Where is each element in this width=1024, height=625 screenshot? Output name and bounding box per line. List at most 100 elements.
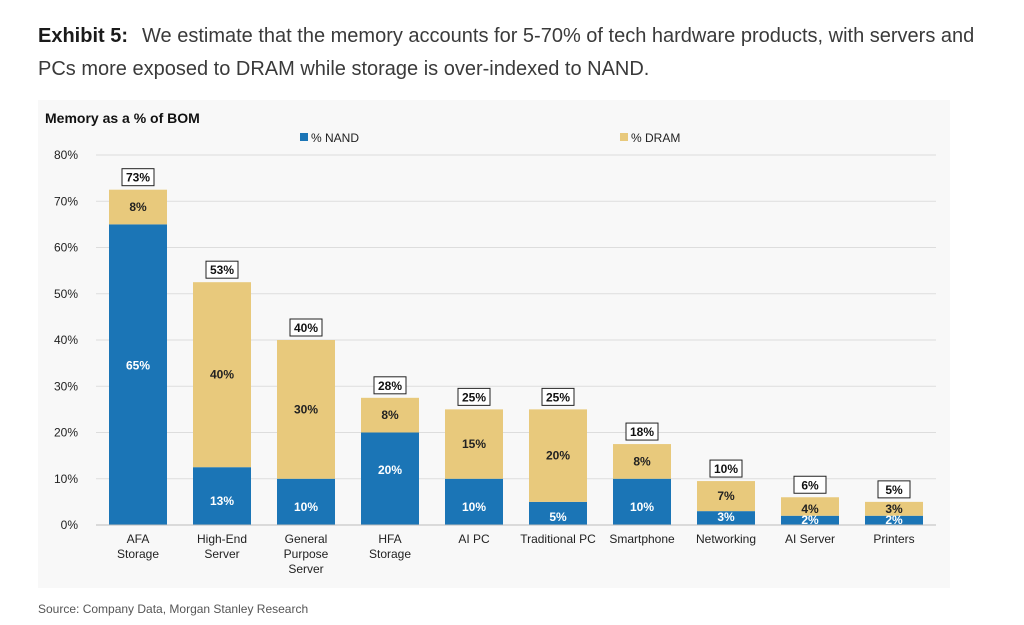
- y-tick-label-4: 40%: [54, 333, 78, 347]
- x-tick-label-3: HFA Storage: [369, 532, 411, 561]
- exhibit-text: We estimate that the memory accounts for…: [38, 25, 975, 80]
- x-tick-label-line: Traditional PC: [520, 532, 596, 546]
- data-label-dram-8: 4%: [801, 502, 819, 516]
- total-box-3: [373, 376, 407, 395]
- x-tick-label-0: AFA Storage: [117, 532, 159, 561]
- x-tick-label-1: High-End Server: [197, 532, 247, 561]
- x-tick-label-line: General: [285, 532, 328, 546]
- total-label-6: 18%: [630, 425, 654, 439]
- x-tick-label-4: AI PC: [458, 532, 490, 546]
- x-tick-label-line: Networking: [696, 532, 756, 546]
- bar-nand-4: [445, 478, 503, 525]
- bar-dram-2: [277, 340, 335, 479]
- x-tick-label-8: AI Server: [785, 532, 835, 546]
- bar-nand-2: [277, 478, 335, 525]
- x-tick-label-line: Purpose: [284, 547, 329, 561]
- y-tick-label-3: 30%: [54, 379, 78, 393]
- bar-nand-6: [613, 478, 671, 525]
- x-tick-label-7: Networking: [696, 532, 756, 546]
- legend-swatch-0: [300, 133, 308, 141]
- legend-label-1: % DRAM: [631, 131, 680, 145]
- total-box-8: [793, 475, 827, 494]
- bar-dram-7: [697, 481, 755, 512]
- total-label-9: 5%: [885, 483, 903, 497]
- data-label-dram-9: 3%: [885, 502, 903, 516]
- total-label-0: 73%: [126, 171, 150, 185]
- data-label-nand-5: 5%: [549, 510, 567, 524]
- bar-nand-8: [781, 515, 839, 525]
- data-label-dram-0: 8%: [129, 200, 147, 214]
- bar-dram-5: [529, 409, 587, 502]
- y-tick-label-5: 50%: [54, 287, 78, 301]
- data-label-dram-3: 8%: [381, 408, 399, 422]
- total-box-5: [541, 387, 575, 406]
- bar-nand-0: [109, 224, 167, 525]
- bar-dram-1: [193, 282, 251, 468]
- total-box-2: [289, 318, 323, 337]
- legend-label-0: % NAND: [311, 131, 359, 145]
- data-label-nand-6: 10%: [630, 500, 654, 514]
- x-tick-label-6: Smartphone: [609, 532, 675, 546]
- total-label-1: 53%: [210, 263, 234, 277]
- bar-nand-9: [865, 515, 923, 525]
- total-label-7: 10%: [714, 462, 738, 476]
- bar-dram-9: [865, 501, 923, 516]
- y-tick-label-0: 0%: [61, 518, 79, 532]
- x-tick-label-5: Traditional PC: [520, 532, 596, 546]
- data-label-nand-8: 2%: [801, 513, 819, 527]
- x-tick-label-line: Printers: [873, 532, 914, 546]
- chart-title: Memory as a % of BOM: [45, 110, 200, 126]
- bar-dram-4: [445, 409, 503, 479]
- y-tick-label-6: 60%: [54, 241, 78, 255]
- data-label-nand-3: 20%: [378, 463, 402, 477]
- x-tick-label-line: High-End: [197, 532, 247, 546]
- data-label-dram-5: 20%: [546, 449, 570, 463]
- bar-dram-6: [613, 444, 671, 479]
- data-label-dram-2: 30%: [294, 402, 318, 416]
- bar-nand-7: [697, 511, 755, 525]
- memory-bom-chart: Memory as a % of BOM % NAND % DRAM 0% 10% 20%…: [45, 110, 936, 576]
- data-label-nand-9: 2%: [885, 513, 903, 527]
- x-tick-label-line: Smartphone: [609, 532, 675, 546]
- x-tick-label-line: AI Server: [785, 532, 835, 546]
- bar-dram-0: [109, 189, 167, 225]
- data-label-dram-6: 8%: [633, 454, 651, 468]
- y-tick-label-7: 70%: [54, 194, 78, 208]
- x-tick-label-line: AI PC: [458, 532, 490, 546]
- total-box-7: [709, 459, 743, 478]
- legend-swatch-1: [620, 133, 628, 141]
- total-label-8: 6%: [801, 478, 819, 492]
- bar-dram-3: [361, 397, 419, 433]
- x-tick-label-9: Printers: [873, 532, 914, 546]
- total-label-2: 40%: [294, 321, 318, 335]
- x-tick-label-line: Server: [288, 562, 323, 576]
- total-box-6: [625, 422, 659, 441]
- x-tick-label-line: HFA: [378, 532, 401, 546]
- data-label-nand-1: 13%: [210, 494, 234, 508]
- total-box-4: [457, 387, 491, 406]
- source-note: Source: Company Data, Morgan Stanley Res…: [38, 602, 309, 616]
- x-tick-label-line: Storage: [117, 547, 159, 561]
- data-label-nand-0: 65%: [126, 359, 150, 373]
- exhibit-label: Exhibit 5:: [38, 25, 129, 47]
- total-box-1: [205, 260, 239, 279]
- x-tick-label-line: Storage: [369, 547, 411, 561]
- bar-nand-3: [361, 432, 419, 525]
- data-label-nand-4: 10%: [462, 500, 486, 514]
- x-tick-label-line: Server: [204, 547, 239, 561]
- data-label-dram-7: 7%: [717, 489, 735, 503]
- bar-dram-8: [781, 497, 839, 516]
- total-box-0: [121, 168, 155, 187]
- total-label-4: 25%: [462, 390, 486, 404]
- data-label-nand-7: 3%: [717, 510, 735, 524]
- total-label-5: 25%: [546, 390, 570, 404]
- x-tick-label-2: General Purpose Server: [284, 532, 329, 576]
- bar-nand-1: [193, 467, 251, 525]
- data-label-dram-4: 15%: [462, 437, 486, 451]
- y-tick-label-8: 80%: [54, 148, 78, 162]
- data-label-dram-1: 40%: [210, 368, 234, 382]
- exhibit-caption: Exhibit 5: We estimate that the memory ac…: [38, 20, 998, 86]
- bar-nand-5: [529, 501, 587, 525]
- x-tick-label-line: AFA: [127, 532, 150, 546]
- y-tick-label-2: 20%: [54, 426, 78, 440]
